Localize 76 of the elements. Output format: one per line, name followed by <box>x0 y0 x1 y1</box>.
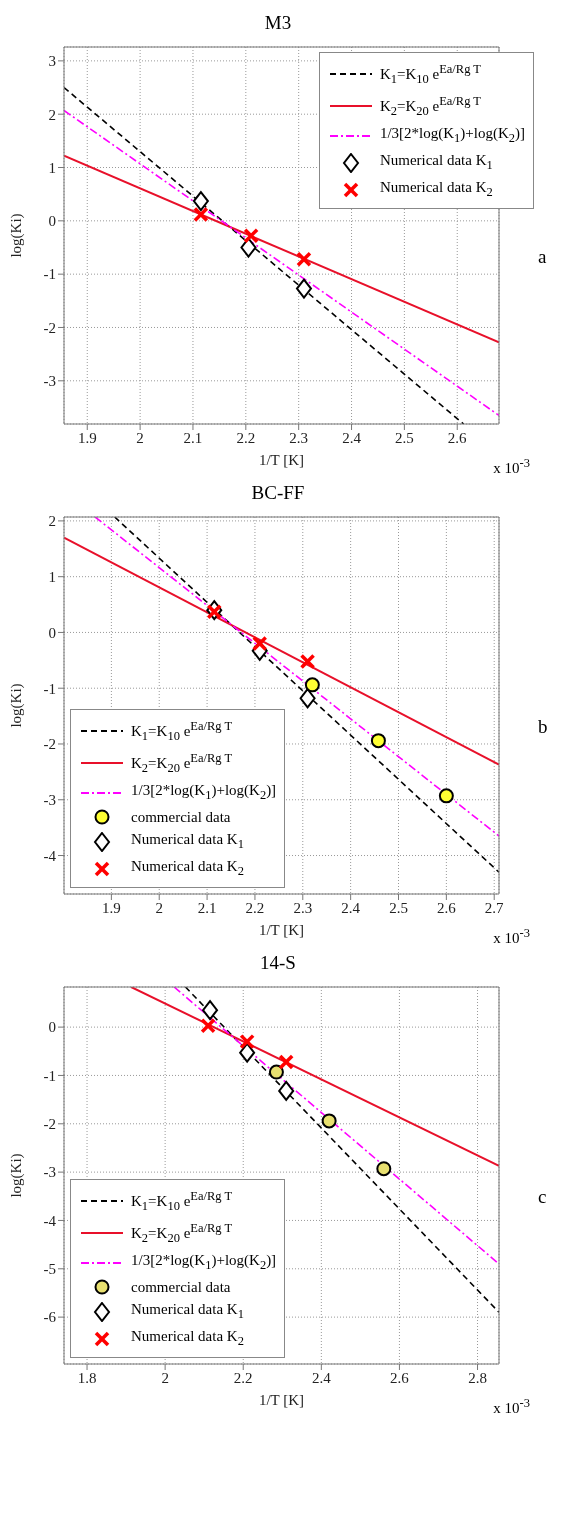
y-tick-label: -6 <box>43 1309 57 1326</box>
x-tick-label: 2.1 <box>197 899 217 916</box>
x-axis-title: 1/T [K] <box>258 451 305 468</box>
x-tick-label: 2.6 <box>447 429 468 446</box>
y-tick-label: -2 <box>43 1116 56 1133</box>
y-tick-label: -3 <box>43 792 56 809</box>
text: x 10$^{-3}$ <box>493 1396 530 1417</box>
legend-label: Numerical data K$_{2}$ <box>131 857 244 880</box>
x-tick-label: 2.1 <box>183 429 203 446</box>
y-tick-label: 1 <box>48 569 56 585</box>
legend-label: K$_{1}$=K$_{10}$ e$^{Ea/Rg T}$ <box>379 61 481 88</box>
legend-label: Numerical data K$_{1}$ <box>131 1300 244 1323</box>
x-tick-label: 2.3 <box>289 429 309 446</box>
y-tick-label: 2 <box>48 513 56 530</box>
y-tick-label: -1 <box>43 1067 56 1084</box>
text: x 10$^{-3}$ <box>493 926 530 947</box>
x-tick-label: 2.4 <box>342 429 362 446</box>
y-tick-label: 3 <box>48 53 56 70</box>
x-tick-label: 2.3 <box>293 899 313 916</box>
x-tick-label: 2.7 <box>484 899 505 916</box>
legend-label: Numerical data K$_{1}$ <box>131 830 244 853</box>
x-tick-label: 2.8 <box>468 1369 487 1386</box>
legend-label: 1/3[2*log(K$_{1}$)+log(K$_{2}$)] <box>131 1251 277 1274</box>
text: b <box>538 716 548 738</box>
x-axis-title: 1/T [K] <box>258 1391 305 1408</box>
y-tick-label: -3 <box>43 1164 56 1181</box>
x-tick-label: 2.5 <box>389 899 408 916</box>
y-tick-label: 0 <box>48 213 56 230</box>
chart-title: M3 <box>263 11 293 35</box>
legend-label: commercial data <box>131 1278 231 1297</box>
legend-label: commercial data <box>131 808 231 827</box>
y-tick-label: 0 <box>48 1019 56 1036</box>
x-tick-label: 2 <box>136 429 144 446</box>
legend-label: Numerical data K$_{2}$ <box>131 1327 244 1350</box>
y-axis-title: log(Ki) <box>8 683 26 728</box>
legend-label: K$_{2}$=K$_{20}$ e$^{Ea/Rg T}$ <box>131 750 233 777</box>
legend-label: 1/3[2*log(K$_{1}$)+log(K$_{2}$)] <box>379 124 525 147</box>
y-tick-label: -4 <box>43 847 57 864</box>
y-axis-title: log(Ki) <box>8 1153 26 1198</box>
x-tick-label: 2 <box>155 899 163 916</box>
legend-label: Numerical data K$_{2}$ <box>379 178 493 201</box>
x-axis-title: 1/T [K] <box>258 921 305 938</box>
legend-label: K$_{1}$=K$_{10}$ e$^{Ea/Rg T}$ <box>131 1188 233 1215</box>
x-tick-label: 1.9 <box>77 429 97 446</box>
x-tick-label: 2.2 <box>236 429 256 446</box>
y-tick-label: -2 <box>43 319 56 336</box>
y-axis-title: log(Ki) <box>8 213 26 258</box>
legend-label: Numerical data K$_{1}$ <box>379 151 493 174</box>
x-tick-label: 2.2 <box>233 1369 253 1386</box>
x-tick-label: 2.5 <box>395 429 414 446</box>
legend-label: K$_{1}$=K$_{10}$ e$^{Ea/Rg T}$ <box>131 718 233 745</box>
x-tick-label: 1.9 <box>102 899 121 916</box>
x-tick-label: 2.6 <box>390 1369 410 1386</box>
x-tick-label: 2.2 <box>245 899 265 916</box>
chart-title: 14-S <box>259 951 297 975</box>
x-tick-label: 2.4 <box>311 1369 332 1386</box>
y-tick-label: 2 <box>48 106 56 123</box>
y-tick-label: -4 <box>43 1212 57 1229</box>
y-tick-label: -5 <box>43 1261 56 1278</box>
x-tick-label: 1.8 <box>77 1369 97 1386</box>
text: x 10$^{-3}$ <box>493 456 530 477</box>
legend-label: 1/3[2*log(K$_{1}$)+log(K$_{2}$)] <box>131 781 277 804</box>
x-tick-label: 2.4 <box>341 899 361 916</box>
y-tick-label: -1 <box>43 266 56 283</box>
y-tick-label: 1 <box>48 159 56 176</box>
x-tick-label: 2.6 <box>436 899 457 916</box>
text: c <box>538 1186 547 1208</box>
x-tick-label: 2 <box>161 1369 169 1386</box>
y-tick-label: -1 <box>43 680 56 697</box>
y-tick-label: 0 <box>48 624 56 641</box>
chart-title: BC-FF <box>250 481 306 505</box>
legend-label: K$_{2}$=K$_{20}$ e$^{Ea/Rg T}$ <box>131 1220 233 1247</box>
text: a <box>538 246 547 268</box>
y-tick-label: -2 <box>43 736 56 753</box>
legend-label: K$_{2}$=K$_{20}$ e$^{Ea/Rg T}$ <box>379 93 481 120</box>
y-tick-label: -3 <box>43 373 56 390</box>
